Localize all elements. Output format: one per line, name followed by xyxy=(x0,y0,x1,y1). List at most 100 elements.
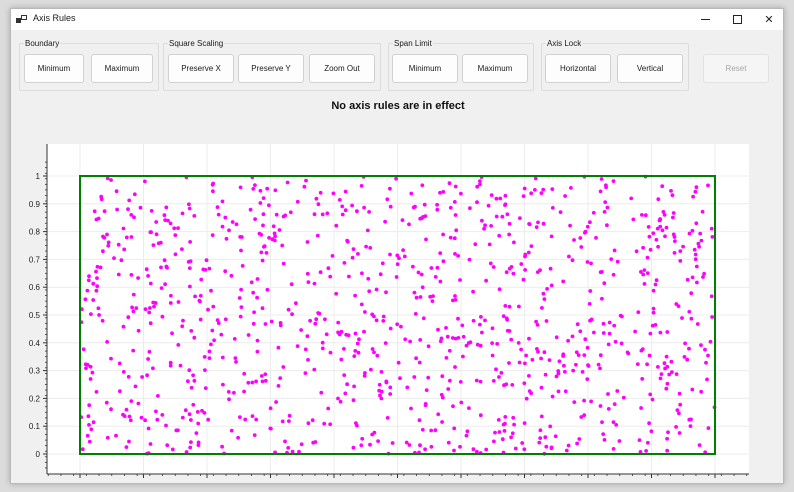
scatter-point xyxy=(650,397,655,402)
scatter-point xyxy=(89,427,94,432)
scatter-point xyxy=(229,273,234,278)
scatter-point xyxy=(305,334,310,339)
scatter-point xyxy=(364,244,368,249)
scatter-point xyxy=(414,295,419,300)
scatter-point xyxy=(385,197,390,202)
close-button[interactable]: ✕ xyxy=(753,9,783,30)
scatter-point xyxy=(466,341,471,345)
scatter-point xyxy=(326,266,331,271)
scatter-point xyxy=(527,374,531,378)
scatter-point xyxy=(138,205,143,210)
scatter-point xyxy=(202,355,207,359)
scatter-point xyxy=(511,415,516,420)
scatter-point xyxy=(535,347,539,351)
scatter-point xyxy=(689,316,694,321)
vertical-lock-button[interactable]: Vertical xyxy=(617,54,683,83)
span-maximum-button[interactable]: Maximum xyxy=(462,54,528,83)
scatter-point xyxy=(114,433,118,438)
span-minimum-button[interactable]: Minimum xyxy=(392,54,458,83)
scatter-point xyxy=(568,223,572,228)
scatter-point xyxy=(592,330,596,335)
scatter-point xyxy=(189,385,194,390)
scatter-point xyxy=(653,282,658,287)
scatter-point xyxy=(180,211,185,216)
scatter-point xyxy=(516,341,521,345)
scatter-point xyxy=(671,211,676,215)
scatter-point xyxy=(252,433,257,437)
scatter-point xyxy=(556,371,561,376)
scatter-point xyxy=(669,189,673,193)
title-bar[interactable]: Axis Rules ✕ xyxy=(11,9,783,30)
scatter-point xyxy=(236,435,241,440)
scatter-point xyxy=(154,409,158,414)
scatter-point xyxy=(451,404,455,409)
scatter-point xyxy=(454,228,459,233)
scatter-point xyxy=(378,393,382,398)
scatter-point xyxy=(263,378,268,383)
scatter-point xyxy=(154,220,159,224)
preserve-x-button[interactable]: Preserve X xyxy=(168,54,234,83)
scatter-point xyxy=(390,441,395,445)
scatter-point xyxy=(92,209,97,214)
span-limit-group xyxy=(388,43,534,91)
scatter-point xyxy=(674,372,679,376)
scatter-point xyxy=(312,281,317,286)
scatter-point xyxy=(673,239,677,243)
scatter-point xyxy=(598,189,603,194)
maximize-button[interactable] xyxy=(721,9,753,30)
scatter-point xyxy=(562,363,566,368)
horizontal-lock-button[interactable]: Horizontal xyxy=(545,54,611,83)
scatter-point xyxy=(535,323,540,327)
scatter-point xyxy=(297,449,301,454)
scatter-point xyxy=(644,449,648,453)
scatter-point xyxy=(647,234,652,239)
scatter-point xyxy=(124,445,129,449)
scatter-point xyxy=(337,198,342,202)
minimize-button[interactable] xyxy=(689,9,721,30)
scatter-point xyxy=(599,177,604,181)
scatter-point xyxy=(693,189,698,194)
scatter-point xyxy=(435,265,440,270)
scatter-point xyxy=(666,430,670,435)
scatter-point xyxy=(145,373,150,378)
scatter-point xyxy=(402,254,407,259)
scatter-point xyxy=(600,270,604,274)
scatter-point xyxy=(664,354,669,359)
scatter-point xyxy=(411,264,415,269)
scatter-point xyxy=(671,215,675,220)
scatter-point xyxy=(637,438,642,442)
scatter-point xyxy=(384,379,389,384)
scatter-point xyxy=(281,214,286,219)
scatter-point xyxy=(360,271,364,276)
scatter-point xyxy=(187,202,191,207)
boundary-maximum-button[interactable]: Maximum xyxy=(91,54,153,83)
zoom-out-button[interactable]: Zoom Out xyxy=(309,54,375,83)
scatter-point xyxy=(611,272,616,277)
scatter-point xyxy=(649,429,654,434)
scatter-point xyxy=(424,237,428,242)
scatter-point xyxy=(273,234,277,239)
axis-lock-group xyxy=(541,43,689,91)
reset-button[interactable]: Reset xyxy=(703,54,769,83)
scatter-point xyxy=(198,293,203,298)
scatter-point xyxy=(703,347,707,352)
scatter-point xyxy=(322,421,327,426)
scatter-point xyxy=(553,434,558,439)
scatter-point xyxy=(255,295,259,300)
scatter-point xyxy=(585,260,590,264)
scatter-point xyxy=(642,282,647,286)
scatter-point xyxy=(710,235,715,239)
scatter-point xyxy=(126,315,131,320)
scatter-point xyxy=(124,235,129,240)
scatter-point xyxy=(601,331,606,335)
scatter-point xyxy=(591,210,596,215)
scatter-point xyxy=(215,318,220,322)
scatter-point xyxy=(191,402,196,407)
scatter-point xyxy=(355,209,359,214)
preserve-y-button[interactable]: Preserve Y xyxy=(238,54,304,83)
scatter-plot[interactable]: 0 0.1 0.2 0.3 0.4 0.5 0.6 0.7 0.8 0.9 1 0 0.1 0.2 0.3 0… xyxy=(11,118,784,484)
boundary-minimum-button[interactable]: Minimum xyxy=(24,54,84,83)
scatter-point xyxy=(320,346,325,351)
scatter-point xyxy=(323,317,327,322)
scatter-point xyxy=(507,232,512,237)
